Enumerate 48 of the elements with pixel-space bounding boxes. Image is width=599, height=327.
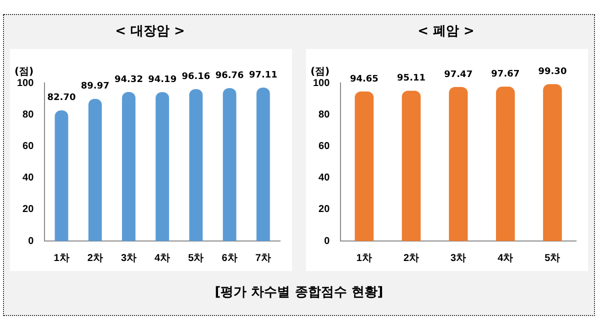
x-tick-label: 2차 (404, 252, 420, 264)
x-tick-label: 5차 (188, 252, 204, 264)
y-tick-label: 0 (28, 236, 34, 247)
x-tick-label: 2차 (87, 252, 103, 264)
bar (189, 89, 203, 241)
x-tick-label: 6차 (222, 252, 238, 264)
y-tick-label: 20 (22, 204, 34, 216)
chart-title: < 폐암 > (416, 23, 476, 41)
data-label: 82.70 (47, 93, 76, 104)
data-label: 89.97 (80, 82, 110, 92)
text: [평가 차수별 종합점수 현황] (214, 284, 384, 301)
bar (222, 88, 236, 241)
y-axis-title: (점) (310, 66, 330, 78)
data-label: 94.32 (114, 74, 143, 85)
data-label: 96.76 (215, 70, 244, 81)
chart-title: < 대장암 > (114, 23, 186, 41)
data-label: 99.30 (538, 66, 567, 77)
y-axis-title: (점) (14, 66, 34, 78)
y-tick-label: 20 (318, 204, 330, 216)
x-tick-label: 7차 (255, 252, 271, 264)
data-label: 97.11 (248, 70, 278, 80)
x-tick-label: 4차 (154, 252, 170, 264)
y-tick-label: 0 (324, 236, 330, 247)
y-tick-label: 80 (22, 109, 34, 120)
x-tick-label: 1차 (356, 252, 372, 264)
y-tick-label: 40 (318, 172, 330, 184)
x-tick-label: 1차 (54, 252, 70, 264)
data-label: 97.67 (491, 70, 520, 80)
data-label: 96.16 (182, 72, 210, 82)
bar (122, 92, 136, 241)
y-tick-label: 100 (312, 78, 330, 89)
y-tick-label: 60 (318, 140, 330, 152)
data-label: 94.65 (350, 74, 378, 84)
bar (256, 88, 270, 241)
x-tick-label: 3차 (120, 252, 137, 264)
y-tick-label: 100 (16, 78, 34, 89)
bar (88, 98, 102, 241)
y-tick-label: 40 (22, 172, 34, 184)
x-tick-label: 5차 (544, 252, 560, 264)
x-tick-label: 4차 (498, 252, 514, 264)
y-tick-label: 60 (22, 140, 34, 152)
y-tick-label: 80 (318, 109, 330, 120)
data-label: 95.11 (397, 74, 426, 84)
x-tick-label: 3차 (450, 252, 466, 264)
data-label: 94.19 (148, 75, 177, 86)
bar (156, 92, 170, 241)
bar (54, 110, 68, 241)
data-label: 97.47 (444, 70, 473, 80)
